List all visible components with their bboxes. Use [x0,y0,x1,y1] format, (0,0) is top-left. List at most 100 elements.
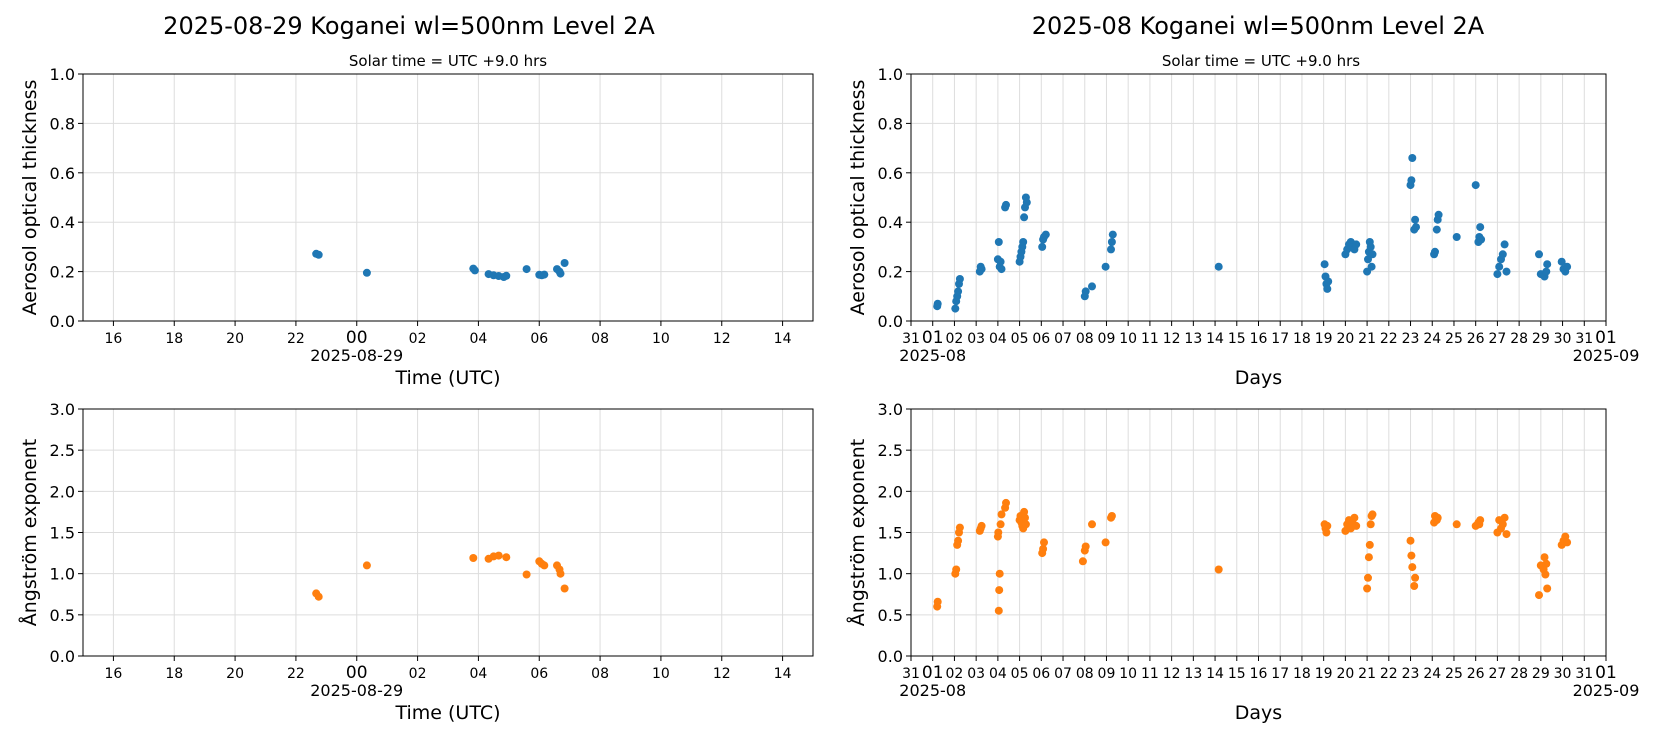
x-tick-label: 17 [1271,331,1289,347]
x-tick-label: 14 [774,331,792,347]
data-point [1407,176,1416,185]
x-tick-label: 02 [946,666,964,682]
data-point [314,592,323,601]
data-point [1107,238,1116,246]
y-tick-label: 2.0 [878,482,903,501]
data-point [1477,235,1486,244]
data-point [1366,520,1375,529]
data-point [933,299,942,308]
x-tick-label: 02 [409,666,427,682]
data-point [540,561,549,570]
x-tick-label: 18 [165,666,183,682]
data-point [1431,247,1439,256]
x-tick-label: 14 [1206,666,1224,682]
data-point [994,238,1003,246]
x-tick-label: 05 [1011,331,1029,347]
x-tick-label: 20 [226,666,244,682]
data-point [1535,591,1543,600]
x-tick-label: 16 [105,666,123,682]
data-point [1078,557,1087,566]
x-tick-label: 22 [1380,331,1398,347]
x-tick-label: 19 [1315,666,1333,682]
left-title: 2025-08-29 Koganei wl=500nm Level 2A [163,12,655,40]
data-point [977,521,986,530]
y-axis-label: Ångström exponent [846,439,869,627]
x-axis-label: Days [1235,367,1282,389]
x-tick-label: 16 [1250,666,1268,682]
data-point [1107,245,1115,254]
x-tick-label: 23 [1402,331,1420,347]
data-point [1495,262,1504,271]
data-point [933,597,942,606]
data-point [1002,200,1010,209]
x-tick-label: 16 [1250,331,1268,347]
x-tick-label: 31 [1575,666,1593,682]
left-subtitle: Solar time = UTC +9.0 hrs [349,52,547,70]
x-tick-label: 01 [1595,328,1617,348]
data-point [1107,512,1116,520]
x-tick-label: 11 [1141,666,1159,682]
data-point [1320,260,1329,269]
data-point [1367,262,1376,271]
data-point [1108,230,1117,239]
y-tick-label: 1.5 [878,524,903,543]
x-tick-label: 01 [1595,663,1617,683]
data-point [1350,513,1359,522]
data-point [996,257,1005,266]
data-point [997,265,1006,274]
data-point [1088,520,1096,529]
data-point [1452,233,1461,241]
x-date-label: 2025-08-29 [310,346,403,365]
data-point [1364,573,1372,582]
data-point [952,565,961,574]
x-date-label: 2025-08-29 [310,681,403,700]
data-point [1471,181,1480,190]
y-axis-label: Ångström exponent [18,439,41,627]
x-tick-label: 31 [902,666,920,682]
data-point [1407,551,1416,560]
y-tick-label: 0.8 [50,114,75,133]
data-point [540,270,549,279]
data-point [1408,563,1417,572]
data-point [1452,520,1461,529]
data-point [1493,270,1502,279]
data-point [1535,250,1543,259]
data-point [1352,521,1361,530]
x-tick-label: 31 [1575,331,1593,347]
daily-angstrom-panel: 0.0 0.5 1.0 1.5 2.0 2.5 3.0 16 18 20 22 00 02 04 06 08 1… [18,400,814,724]
data-point [1041,230,1050,239]
y-tick-label: 0.6 [50,164,75,183]
x-tick-label: 08 [1076,666,1094,682]
data-point [951,304,960,313]
data-point [556,569,565,578]
x-tick-label: 12 [1163,666,1181,682]
y-axis-label: Aerosol optical thickness [19,80,41,316]
x-tick-label: 27 [1488,666,1506,682]
data-point [995,569,1004,578]
data-point [1039,545,1048,553]
x-tick-label: 21 [1358,331,1376,347]
x-tick-label: 00 [346,663,368,683]
data-point [469,554,478,562]
data-point [994,606,1003,615]
y-tick-label: 0.0 [878,647,903,666]
data-point [996,520,1005,529]
x-tick-label: 22 [287,666,305,682]
data-point [994,528,1003,537]
data-point [1322,528,1331,537]
x-tick-label: 16 [105,331,123,347]
data-point [502,553,511,562]
x-tick-label: 12 [713,331,731,347]
x-tick-label: 04 [470,331,488,347]
x-axis-label: Time (UTC) [394,702,500,724]
x-tick-label: 20 [1336,666,1354,682]
x-tick-label: 22 [287,331,305,347]
data-point [1323,521,1332,530]
data-point [1365,540,1374,549]
x-tick-label: 28 [1510,666,1528,682]
x-tick-label: 20 [1336,331,1354,347]
data-point [1502,267,1511,276]
x-tick-label: 04 [470,666,488,682]
data-point [1002,498,1010,507]
y-tick-label: 1.0 [50,65,75,84]
